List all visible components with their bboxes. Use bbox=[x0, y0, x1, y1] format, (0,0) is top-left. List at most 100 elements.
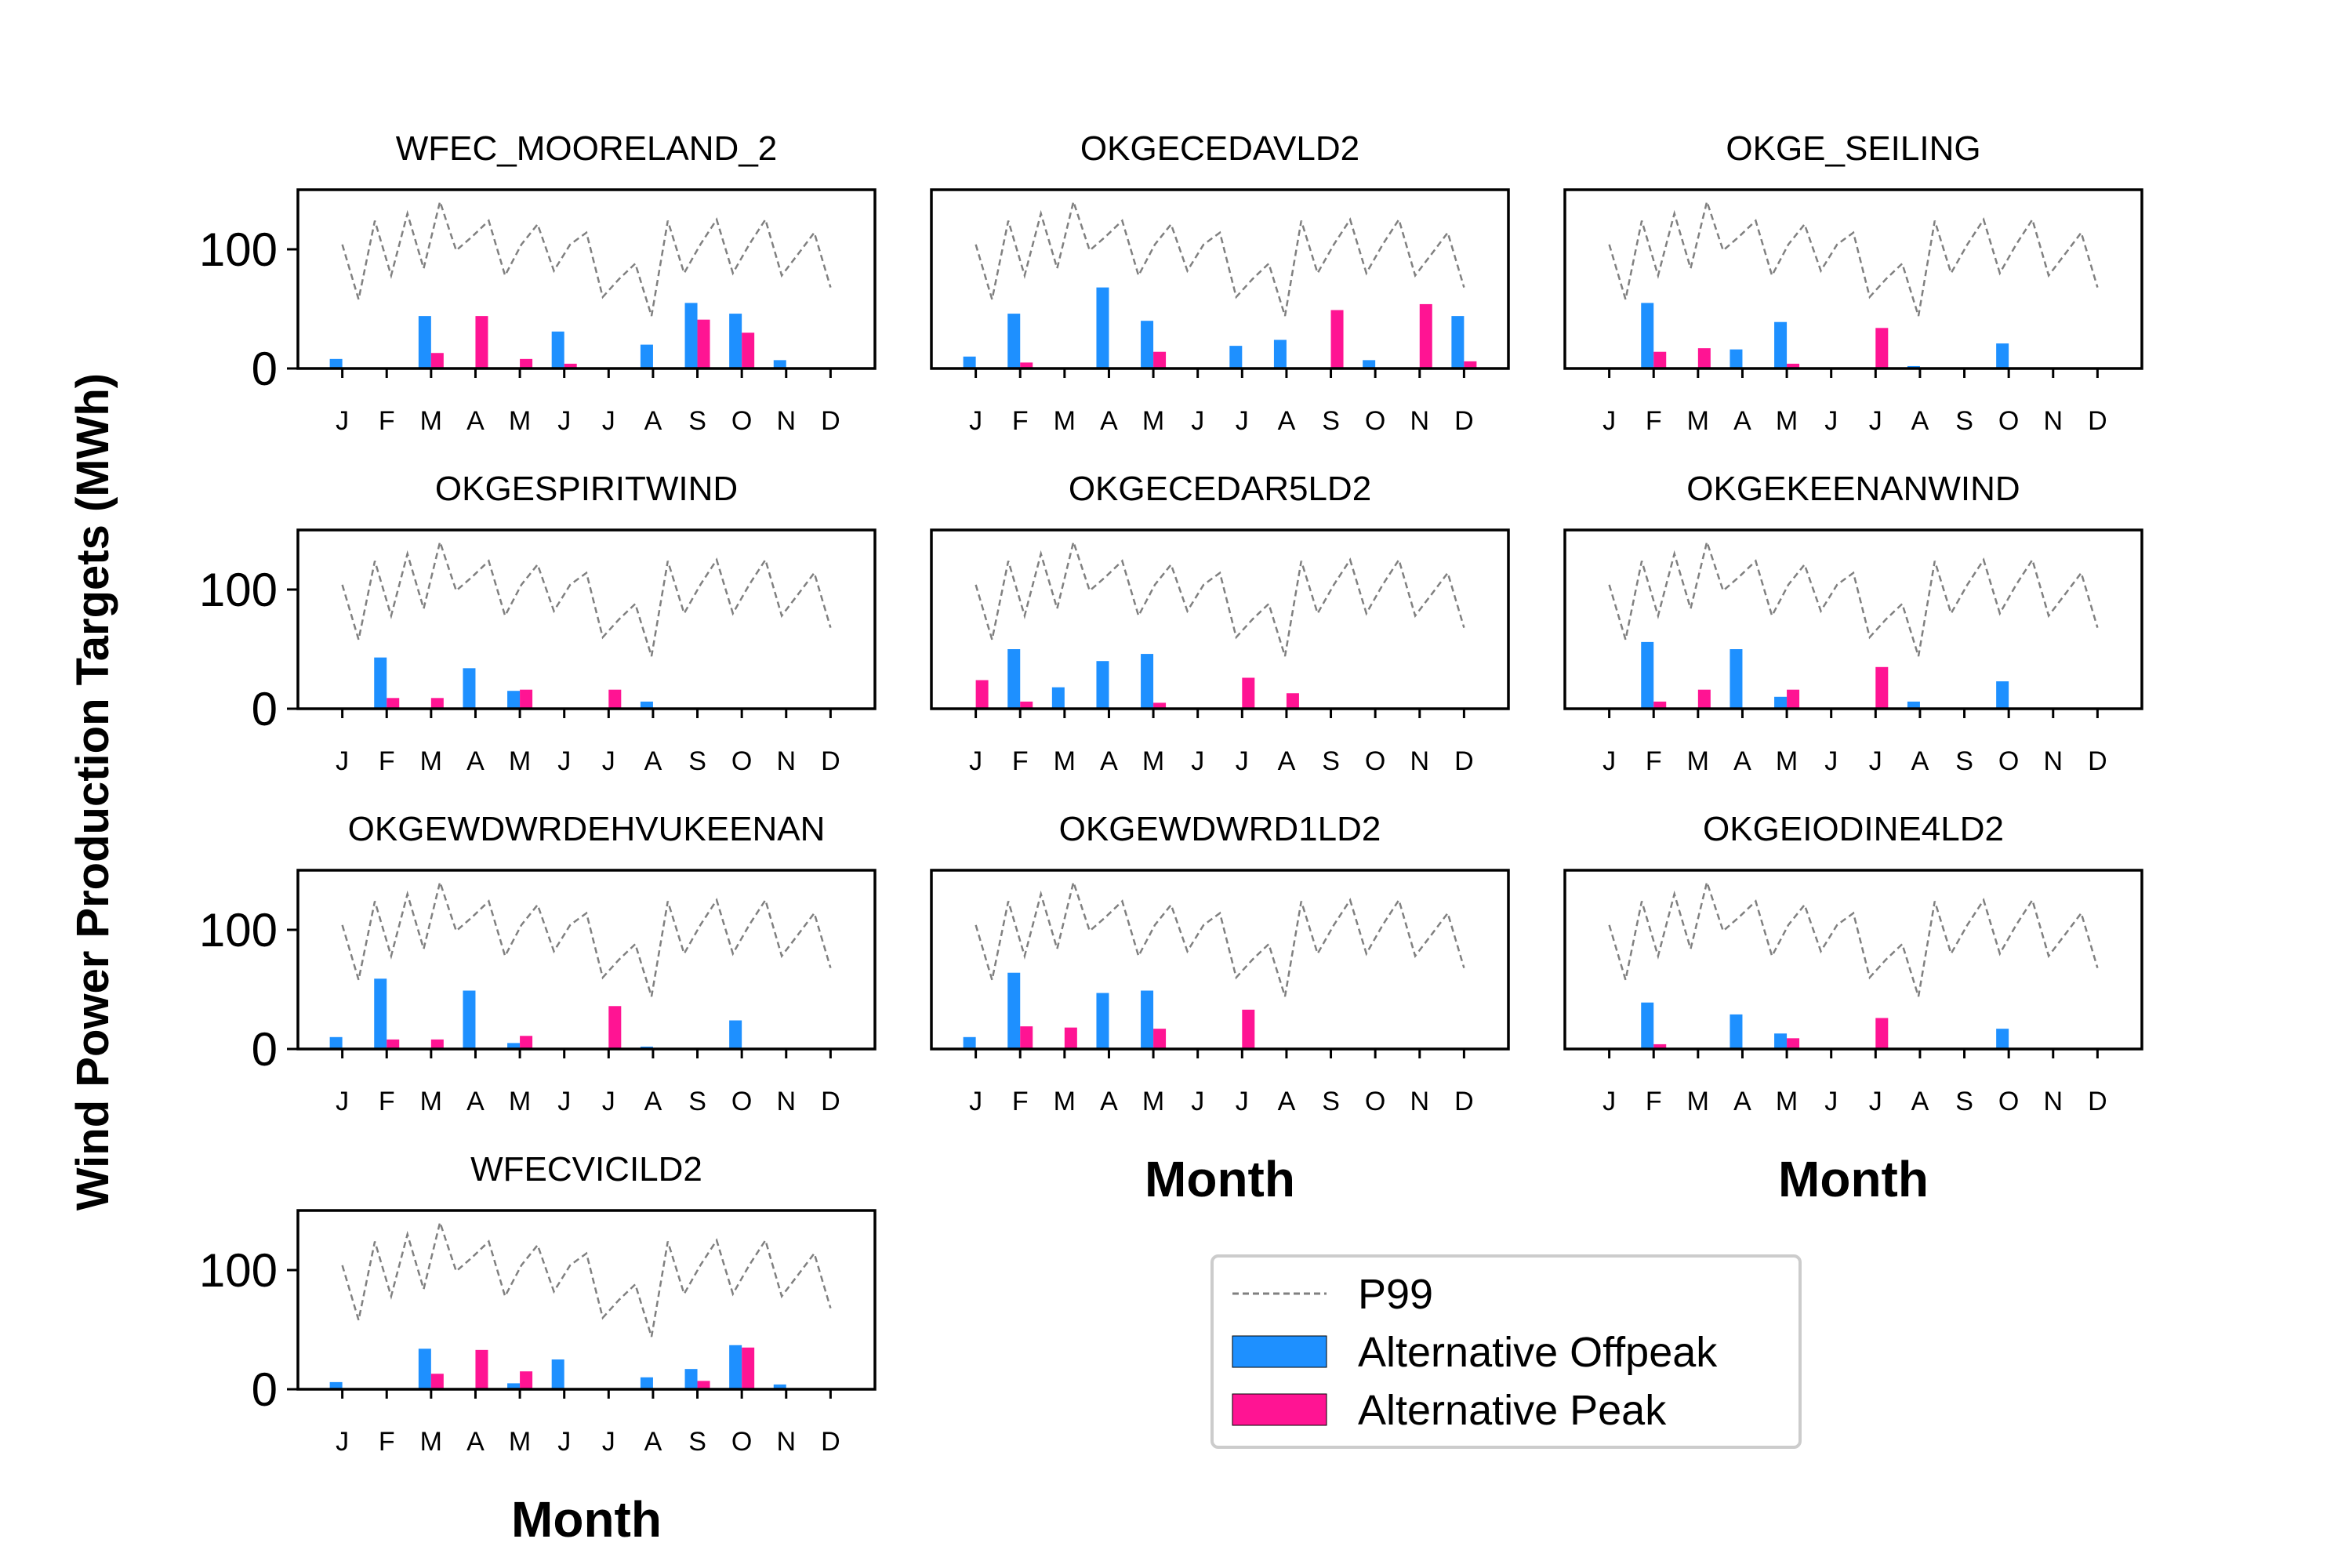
x-tick-label: J bbox=[969, 406, 982, 436]
x-tick-label: A bbox=[1733, 406, 1751, 436]
peak-bar bbox=[1875, 666, 1889, 709]
peak-bar bbox=[1653, 701, 1667, 709]
offpeak-bar bbox=[1273, 339, 1287, 368]
peak-bar bbox=[1242, 677, 1255, 709]
x-tick-label: A bbox=[644, 1427, 662, 1457]
x-tick-label: M bbox=[509, 406, 531, 436]
x-tick-label: N bbox=[2043, 1087, 2063, 1116]
y-tick-label: 100 bbox=[199, 904, 278, 956]
x-tick-label: F bbox=[379, 406, 395, 436]
offpeak-bar bbox=[374, 657, 387, 709]
peak-bar bbox=[742, 1347, 755, 1389]
peak-bar bbox=[1419, 303, 1432, 368]
offpeak-bar bbox=[640, 344, 653, 368]
legend-box bbox=[1210, 1254, 1802, 1449]
legend-offpeak-swatch bbox=[1232, 1335, 1327, 1368]
offpeak-bar bbox=[1730, 349, 1743, 368]
x-tick-label: J bbox=[1236, 746, 1249, 776]
x-tick-label: A bbox=[466, 746, 485, 776]
x-tick-label: A bbox=[1278, 1087, 1296, 1116]
x-tick-label: D bbox=[1454, 1087, 1474, 1116]
x-tick-label: M bbox=[1776, 1087, 1798, 1116]
peak-bar bbox=[1330, 310, 1344, 368]
x-tick-label: S bbox=[688, 1087, 706, 1116]
offpeak-bar bbox=[1774, 321, 1788, 368]
x-tick-label: J bbox=[1824, 746, 1838, 776]
x-tick-label: J bbox=[602, 1087, 615, 1116]
x-tick-label: J bbox=[969, 746, 982, 776]
x-tick-label: J bbox=[1191, 746, 1204, 776]
plot-frame bbox=[930, 188, 1510, 370]
x-tick-label: M bbox=[1142, 746, 1164, 776]
x-axis-label: Month bbox=[1145, 1151, 1295, 1207]
y-tick-label: 100 bbox=[199, 1244, 278, 1297]
offpeak-bar bbox=[640, 1377, 653, 1389]
x-tick-label: J bbox=[1602, 406, 1616, 436]
peak-bar bbox=[475, 316, 488, 368]
x-tick-label: A bbox=[1733, 1087, 1751, 1116]
x-tick-label: J bbox=[557, 1087, 571, 1116]
offpeak-bar bbox=[1141, 990, 1154, 1049]
plot-frame bbox=[930, 528, 1510, 710]
x-tick-label: D bbox=[1454, 746, 1474, 776]
offpeak-bar bbox=[1141, 654, 1154, 709]
x-tick-label: A bbox=[1100, 746, 1118, 776]
legend-label: P99 bbox=[1358, 1271, 1433, 1318]
plot-frame bbox=[1563, 188, 2143, 370]
x-tick-label: F bbox=[1646, 746, 1662, 776]
offpeak-bar bbox=[329, 1381, 343, 1389]
offpeak-bar bbox=[463, 668, 476, 709]
p99-line bbox=[341, 538, 832, 657]
plot-frame bbox=[1563, 528, 2143, 710]
x-tick-label: M bbox=[1142, 406, 1164, 436]
p99-line bbox=[1608, 878, 2099, 997]
x-tick-label: S bbox=[1955, 1087, 1973, 1116]
x-tick-label: A bbox=[466, 1087, 485, 1116]
peak-bar bbox=[1153, 702, 1167, 709]
x-tick-label: M bbox=[1687, 406, 1709, 436]
x-tick-label: J bbox=[1191, 406, 1204, 436]
x-tick-label: O bbox=[1365, 746, 1385, 776]
offpeak-bar bbox=[418, 316, 431, 368]
x-tick-label: J bbox=[336, 1427, 349, 1457]
p99-line bbox=[975, 878, 1465, 997]
x-tick-label: N bbox=[776, 1087, 796, 1116]
offpeak-bar bbox=[1641, 1002, 1654, 1049]
plot-frame bbox=[296, 869, 877, 1051]
offpeak-bar bbox=[1996, 343, 2009, 368]
x-tick-label: N bbox=[2043, 406, 2063, 436]
x-tick-label: O bbox=[731, 1087, 752, 1116]
peak-bar bbox=[1787, 1038, 1800, 1049]
peak-bar bbox=[520, 1036, 533, 1049]
x-tick-label: D bbox=[1454, 406, 1474, 436]
x-tick-label: F bbox=[1646, 1087, 1662, 1116]
offpeak-bar bbox=[1730, 649, 1743, 709]
x-tick-label: M bbox=[1776, 746, 1798, 776]
peak-bar bbox=[1020, 362, 1033, 368]
x-tick-label: O bbox=[1365, 1087, 1385, 1116]
x-tick-label: F bbox=[1012, 1087, 1029, 1116]
x-axis-label: Month bbox=[1778, 1151, 1929, 1207]
panel-title: OKGECEDAVLD2 bbox=[1080, 129, 1359, 168]
offpeak-bar bbox=[1996, 681, 2009, 709]
x-tick-label: J bbox=[602, 406, 615, 436]
panel-title: WFECVICILD2 bbox=[470, 1150, 702, 1189]
x-tick-label: O bbox=[731, 1427, 752, 1457]
x-tick-label: M bbox=[1054, 406, 1076, 436]
peak-bar bbox=[1020, 1026, 1033, 1049]
x-tick-label: J bbox=[1191, 1087, 1204, 1116]
offpeak-bar bbox=[729, 1020, 742, 1049]
offpeak-bar bbox=[1363, 360, 1376, 368]
x-tick-label: M bbox=[420, 406, 442, 436]
panels-group: WFEC_MOORELAND_2J F M A M J J A S O N D0100OKGECEDA… bbox=[199, 129, 2143, 1548]
x-tick-label: J bbox=[1236, 406, 1249, 436]
plot-frame bbox=[296, 528, 877, 710]
x-tick-label: M bbox=[1054, 746, 1076, 776]
peak-bar bbox=[1153, 1029, 1167, 1049]
x-tick-label: A bbox=[1733, 746, 1751, 776]
